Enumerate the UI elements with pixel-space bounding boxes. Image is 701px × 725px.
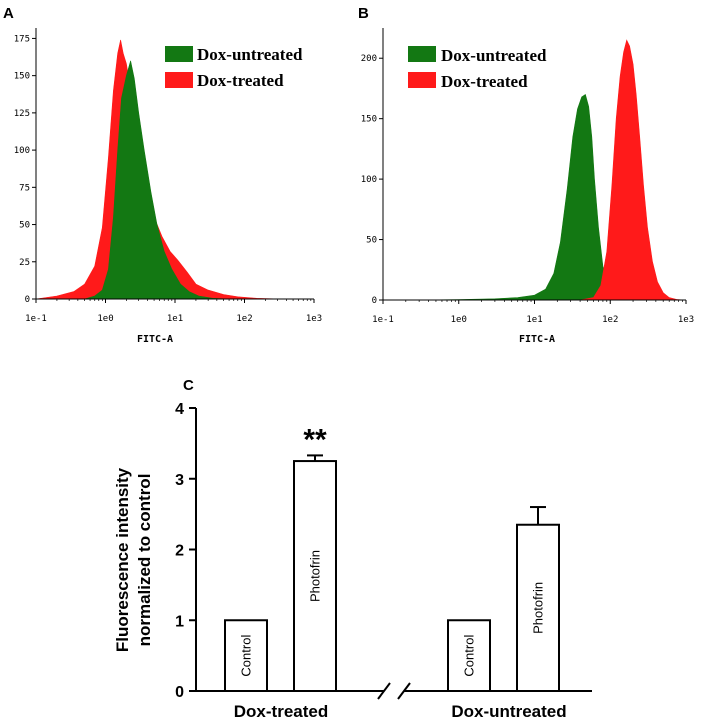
- significance-marker: **: [303, 423, 327, 456]
- y-tick-label: 175: [14, 34, 30, 44]
- axis-break-mark-right: [397, 682, 411, 700]
- y-tick-label: 150: [14, 72, 30, 82]
- bar-label: Control: [462, 635, 477, 677]
- panel-c-y-ticks: 0 1 2 3 4: [175, 401, 196, 701]
- panel-c: C Fluorescence intensity normalized to c…: [113, 377, 592, 721]
- bar-dox-treated-control: [224, 619, 268, 692]
- panel-b-x-ticks: 1e-1 1e0 1e1 1e2 1e3: [372, 300, 694, 325]
- bar-label: Control: [239, 635, 254, 677]
- bar-label: Photofrin: [308, 550, 323, 602]
- panel-c-y-label-line-2: normalized to control: [135, 474, 154, 647]
- panel-b-legend-swatch-untreated: [408, 46, 436, 62]
- bar-dox-untreated-photofrin: [516, 523, 560, 692]
- x-tick-label: 1e0: [451, 315, 467, 325]
- y-tick-label: 25: [19, 258, 30, 268]
- y-tick-label: 50: [19, 221, 30, 231]
- y-tick-label: 3: [175, 472, 184, 489]
- panel-c-group-label-dox-untreated: Dox-untreated: [451, 702, 566, 721]
- x-tick-label: 1e3: [306, 314, 322, 324]
- y-tick-label: 0: [175, 684, 184, 701]
- panel-c-y-label-line-1: Fluorescence intensity: [113, 467, 132, 652]
- panel-a-histograms: [35, 39, 315, 300]
- panel-b-series-dox-untreated: [419, 94, 634, 301]
- x-tick-label: 1e2: [602, 315, 618, 325]
- bar-dox-untreated-control: [447, 619, 491, 692]
- x-tick-label: 1e-1: [25, 314, 47, 324]
- y-tick-label: 150: [361, 115, 377, 125]
- y-tick-label: 125: [14, 109, 30, 119]
- panel-b-letter: B: [358, 5, 369, 22]
- bar-dox-treated-photofrin: [293, 460, 337, 692]
- y-tick-label: 100: [14, 146, 30, 156]
- axis-break-mark-left: [377, 682, 391, 700]
- y-tick-label: 0: [372, 296, 377, 306]
- panel-b-legend-swatch-treated: [408, 72, 436, 88]
- panel-a-legend: Dox-untreated Dox-treated: [165, 45, 303, 90]
- panel-a-letter: A: [3, 5, 14, 22]
- panel-b-legend: Dox-untreated Dox-treated: [408, 46, 547, 91]
- panel-b-y-ticks: 0 50 100 150 200: [361, 54, 383, 306]
- panel-c-bars: Control Photofrin ** Control Photofrin: [224, 423, 560, 692]
- y-tick-label: 1: [175, 613, 184, 630]
- y-tick-label: 0: [25, 295, 30, 305]
- panel-a-series-dox-untreated: [84, 60, 230, 300]
- y-tick-label: 50: [366, 236, 377, 246]
- x-tick-label: 1e0: [97, 314, 113, 324]
- panel-a-legend-swatch-untreated: [165, 46, 193, 62]
- panel-a-legend-label-untreated: Dox-untreated: [197, 45, 303, 64]
- panel-a-legend-label-treated: Dox-treated: [197, 71, 284, 90]
- panel-a-x-label: FITC-A: [137, 334, 173, 345]
- x-tick-label: 1e-1: [372, 315, 394, 325]
- panel-c-axis-break: [377, 682, 411, 700]
- panel-c-group-label-dox-treated: Dox-treated: [234, 702, 328, 721]
- y-tick-label: 100: [361, 175, 377, 185]
- panel-b: B 0 50 100 150 200 1e-1 1e0 1e1 1e2 1e3 FITC-A D…: [358, 5, 694, 345]
- panel-a-y-ticks: 0 25 50 75 100 125 150 175: [14, 34, 36, 305]
- panel-c-letter: C: [183, 377, 194, 394]
- y-tick-label: 4: [175, 401, 184, 418]
- panel-b-legend-label-untreated: Dox-untreated: [441, 46, 547, 65]
- panel-b-legend-label-treated: Dox-treated: [441, 72, 528, 91]
- y-tick-label: 2: [175, 543, 184, 560]
- panel-a: A 0 25 50 75 100 125 150 175 1e-1 1e0 1e1 1e2 1e3 F…: [3, 5, 322, 345]
- panel-b-histograms: [419, 39, 687, 301]
- x-tick-label: 1e3: [678, 315, 694, 325]
- panel-a-x-ticks: 1e-1 1e0 1e1 1e2 1e3: [25, 299, 322, 324]
- panel-b-x-label: FITC-A: [519, 334, 555, 345]
- x-tick-label: 1e1: [167, 314, 183, 324]
- panel-a-legend-swatch-treated: [165, 72, 193, 88]
- x-tick-label: 1e2: [236, 314, 252, 324]
- panel-b-series-dox-treated: [580, 39, 687, 301]
- x-tick-label: 1e1: [526, 315, 542, 325]
- y-tick-label: 200: [361, 54, 377, 64]
- bar-label: Photofrin: [531, 582, 546, 634]
- y-tick-label: 75: [19, 183, 30, 193]
